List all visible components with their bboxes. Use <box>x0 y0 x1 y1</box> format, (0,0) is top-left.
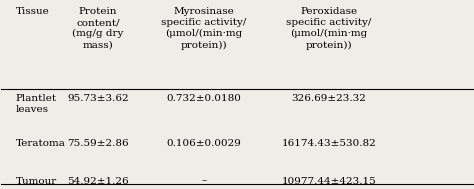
Text: 54.92±1.26: 54.92±1.26 <box>67 177 129 186</box>
Text: 326.69±23.32: 326.69±23.32 <box>292 94 366 103</box>
Text: Peroxidase
specific activity/
(μmol/(min·mg
protein)): Peroxidase specific activity/ (μmol/(min… <box>286 7 372 50</box>
Text: Protein
content/
(mg/g dry
mass): Protein content/ (mg/g dry mass) <box>73 7 124 49</box>
Text: 0.106±0.0029: 0.106±0.0029 <box>166 139 241 148</box>
Text: 0.732±0.0180: 0.732±0.0180 <box>166 94 241 103</box>
Text: Tumour: Tumour <box>16 177 57 186</box>
Text: Plantlet
leaves: Plantlet leaves <box>16 94 57 114</box>
Text: 75.59±2.86: 75.59±2.86 <box>67 139 129 148</box>
Text: Teratoma: Teratoma <box>16 139 65 148</box>
Text: –: – <box>201 177 207 186</box>
Text: 16174.43±530.82: 16174.43±530.82 <box>282 139 376 148</box>
Text: 10977.44±423.15: 10977.44±423.15 <box>282 177 376 186</box>
Text: Tissue: Tissue <box>16 7 49 16</box>
Text: 95.73±3.62: 95.73±3.62 <box>67 94 129 103</box>
Text: Myrosinase
specific activity/
(μmol/(min·mg
protein)): Myrosinase specific activity/ (μmol/(min… <box>161 7 246 50</box>
